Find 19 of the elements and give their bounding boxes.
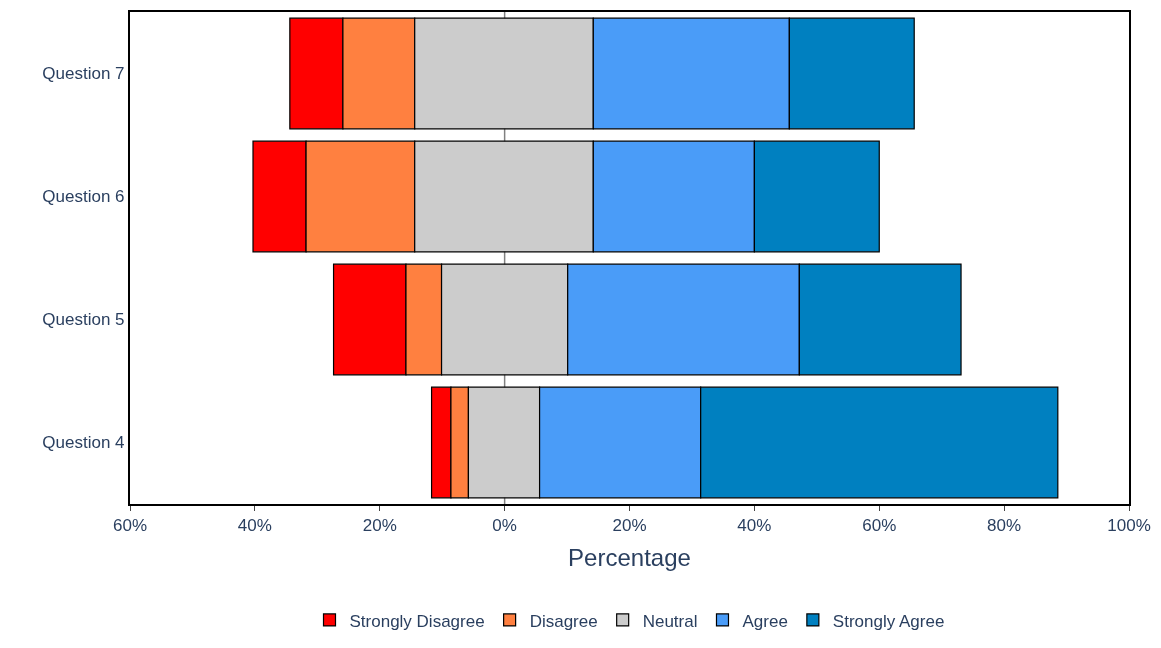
legend-label: Agree xyxy=(742,611,788,631)
x-tick-label: 60% xyxy=(862,516,897,536)
y-tick-label: Question 5 xyxy=(42,310,125,330)
x-tick-label: 60% xyxy=(112,516,148,536)
x-tick-label: 40% xyxy=(737,516,772,536)
legend-label: Neutral xyxy=(642,611,698,631)
y-tick-label: Question 6 xyxy=(42,187,125,207)
y-tick-label: Question 7 xyxy=(42,64,125,84)
legend-label: Disagree xyxy=(529,611,598,631)
x-axis-title: Percentage xyxy=(568,544,691,572)
x-tick-label: 20% xyxy=(362,516,397,536)
x-tick-label: 0% xyxy=(492,516,517,536)
y-tick-label: Question 4 xyxy=(42,433,125,453)
x-tick-label: 100% xyxy=(1107,516,1151,536)
x-tick-label: 40% xyxy=(237,516,272,536)
legend-label: Strongly Agree xyxy=(832,611,945,631)
x-tick-label: 80% xyxy=(987,516,1022,536)
x-tick-label: 20% xyxy=(612,516,647,536)
legend-label: Strongly Disagree xyxy=(349,611,485,631)
